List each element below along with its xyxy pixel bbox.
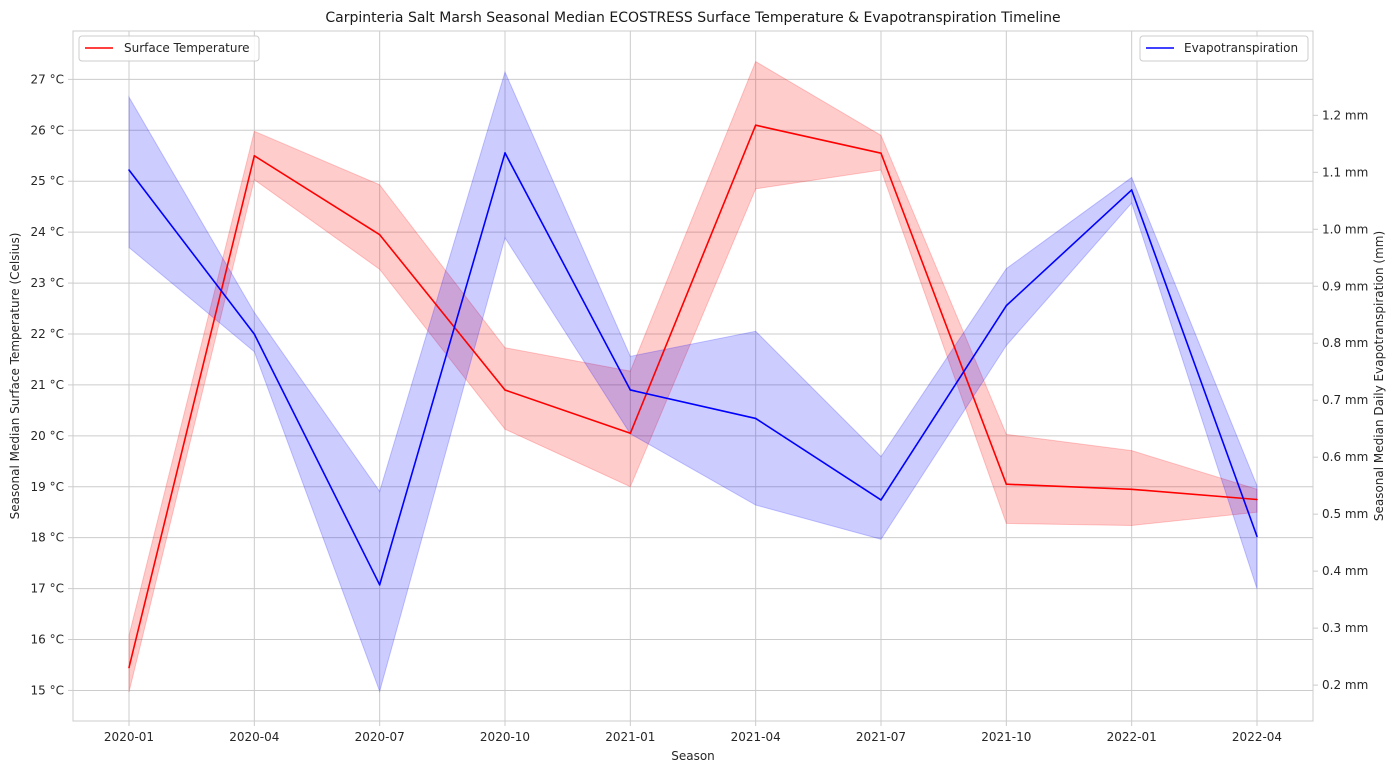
x-tick-label: 2021-01 [605, 730, 655, 744]
band-evapotranspiration [128, 70, 1258, 693]
right-y-tick-labels: 0.2 mm 0.3 mm 0.4 mm 0.5 mm 0.6 mm 0.7 mm 0.8 … [1313, 108, 1368, 692]
data-point [253, 333, 256, 335]
data-point [1130, 189, 1133, 191]
x-grid [128, 31, 1258, 726]
data-point [880, 499, 882, 501]
data-point [378, 584, 381, 586]
legend-right-box [1139, 35, 1309, 62]
right-y-tick-label: 1.2 mm [1322, 108, 1368, 122]
data-point [1005, 304, 1008, 307]
left-y-tick-label: 21 °C [31, 378, 64, 392]
left-y-tick-labels: 15 °C 16 °C 17 °C 18 °C 19 °C 20 °C 21 °C 22 °C… [31, 72, 64, 697]
data-point [504, 152, 506, 154]
left-y-axis-label: Seasonal Median Surface Temperature (Cel… [8, 233, 22, 520]
band-surface-temperature [128, 60, 1258, 693]
data-point [754, 417, 757, 420]
x-tick-label: 2020-01 [104, 730, 154, 744]
data-point [378, 233, 381, 236]
data-point [1130, 488, 1133, 491]
legend-right: Evapotranspiration [1139, 35, 1309, 62]
right-y-tick-label: 0.6 mm [1322, 450, 1368, 464]
series-lines [128, 124, 1258, 669]
legend-right-label: Evapotranspiration [1184, 41, 1298, 55]
right-y-tick-label: 0.3 mm [1322, 621, 1368, 635]
data-point [880, 152, 882, 155]
right-y-tick-label: 0.5 mm [1322, 507, 1368, 521]
left-y-tick-label: 27 °C [31, 72, 64, 86]
x-tick-label: 2020-10 [480, 730, 530, 744]
x-tick-labels: 2020-01 2020-04 2020-07 2020-10 2021-01 2021-… [104, 730, 1282, 744]
data-point [629, 432, 632, 435]
right-y-tick-label: 1.1 mm [1322, 165, 1368, 179]
right-y-tick-label: 0.8 mm [1322, 336, 1368, 350]
legend-left-box [78, 35, 260, 62]
x-tick-label: 2021-04 [731, 730, 781, 744]
right-y-tick-label: 0.2 mm [1322, 678, 1368, 692]
right-y-axis-label: Seasonal Median Daily Evapotranspiration… [1372, 231, 1386, 521]
x-tick-label: 2022-01 [1107, 730, 1157, 744]
right-y-tick-label: 0.9 mm [1322, 279, 1368, 293]
data-point [128, 169, 130, 171]
chart-title: Carpinteria Salt Marsh Seasonal Median E… [325, 10, 1060, 26]
plot-background [73, 31, 1313, 721]
left-y-tick-label: 16 °C [31, 633, 64, 647]
data-point [1256, 498, 1258, 501]
left-y-tick-label: 23 °C [31, 276, 64, 290]
x-tick-label: 2021-10 [981, 730, 1031, 744]
left-y-tick-label: 22 °C [31, 327, 64, 341]
confidence-bands [128, 60, 1258, 693]
line-evapotranspiration [128, 152, 1258, 586]
left-y-tick-label: 18 °C [31, 531, 64, 545]
left-y-tick-label: 19 °C [31, 480, 64, 494]
right-y-tick-label: 1.0 mm [1322, 222, 1368, 236]
left-y-tick-label: 24 °C [31, 225, 64, 239]
x-tick-label: 2022-04 [1232, 730, 1282, 744]
data-point [1256, 535, 1258, 538]
data-point [754, 124, 757, 127]
legend-left-label: Surface Temperature [124, 41, 250, 55]
left-y-tick-label: 17 °C [31, 582, 64, 596]
x-tick-label: 2020-04 [229, 730, 279, 744]
data-point [253, 154, 256, 157]
data-point [1005, 483, 1008, 486]
x-tick-label: 2020-07 [355, 730, 405, 744]
legend-left: Surface Temperature [78, 35, 260, 62]
left-y-tick-label: 25 °C [31, 174, 64, 188]
line-surface-temperature [128, 124, 1258, 668]
left-y-tick-label: 26 °C [31, 123, 64, 137]
data-point [504, 389, 506, 391]
data-point [128, 666, 130, 669]
y-grid [68, 78, 1313, 691]
left-y-tick-label: 15 °C [31, 683, 64, 697]
plot-frame [72, 30, 1314, 722]
data-point [629, 389, 632, 391]
x-axis-label: Season [671, 749, 715, 763]
x-tick-label: 2021-07 [856, 730, 906, 744]
right-y-tick-label: 0.4 mm [1322, 564, 1368, 578]
right-y-tick-label: 0.7 mm [1322, 393, 1368, 407]
left-y-tick-label: 20 °C [31, 429, 64, 443]
